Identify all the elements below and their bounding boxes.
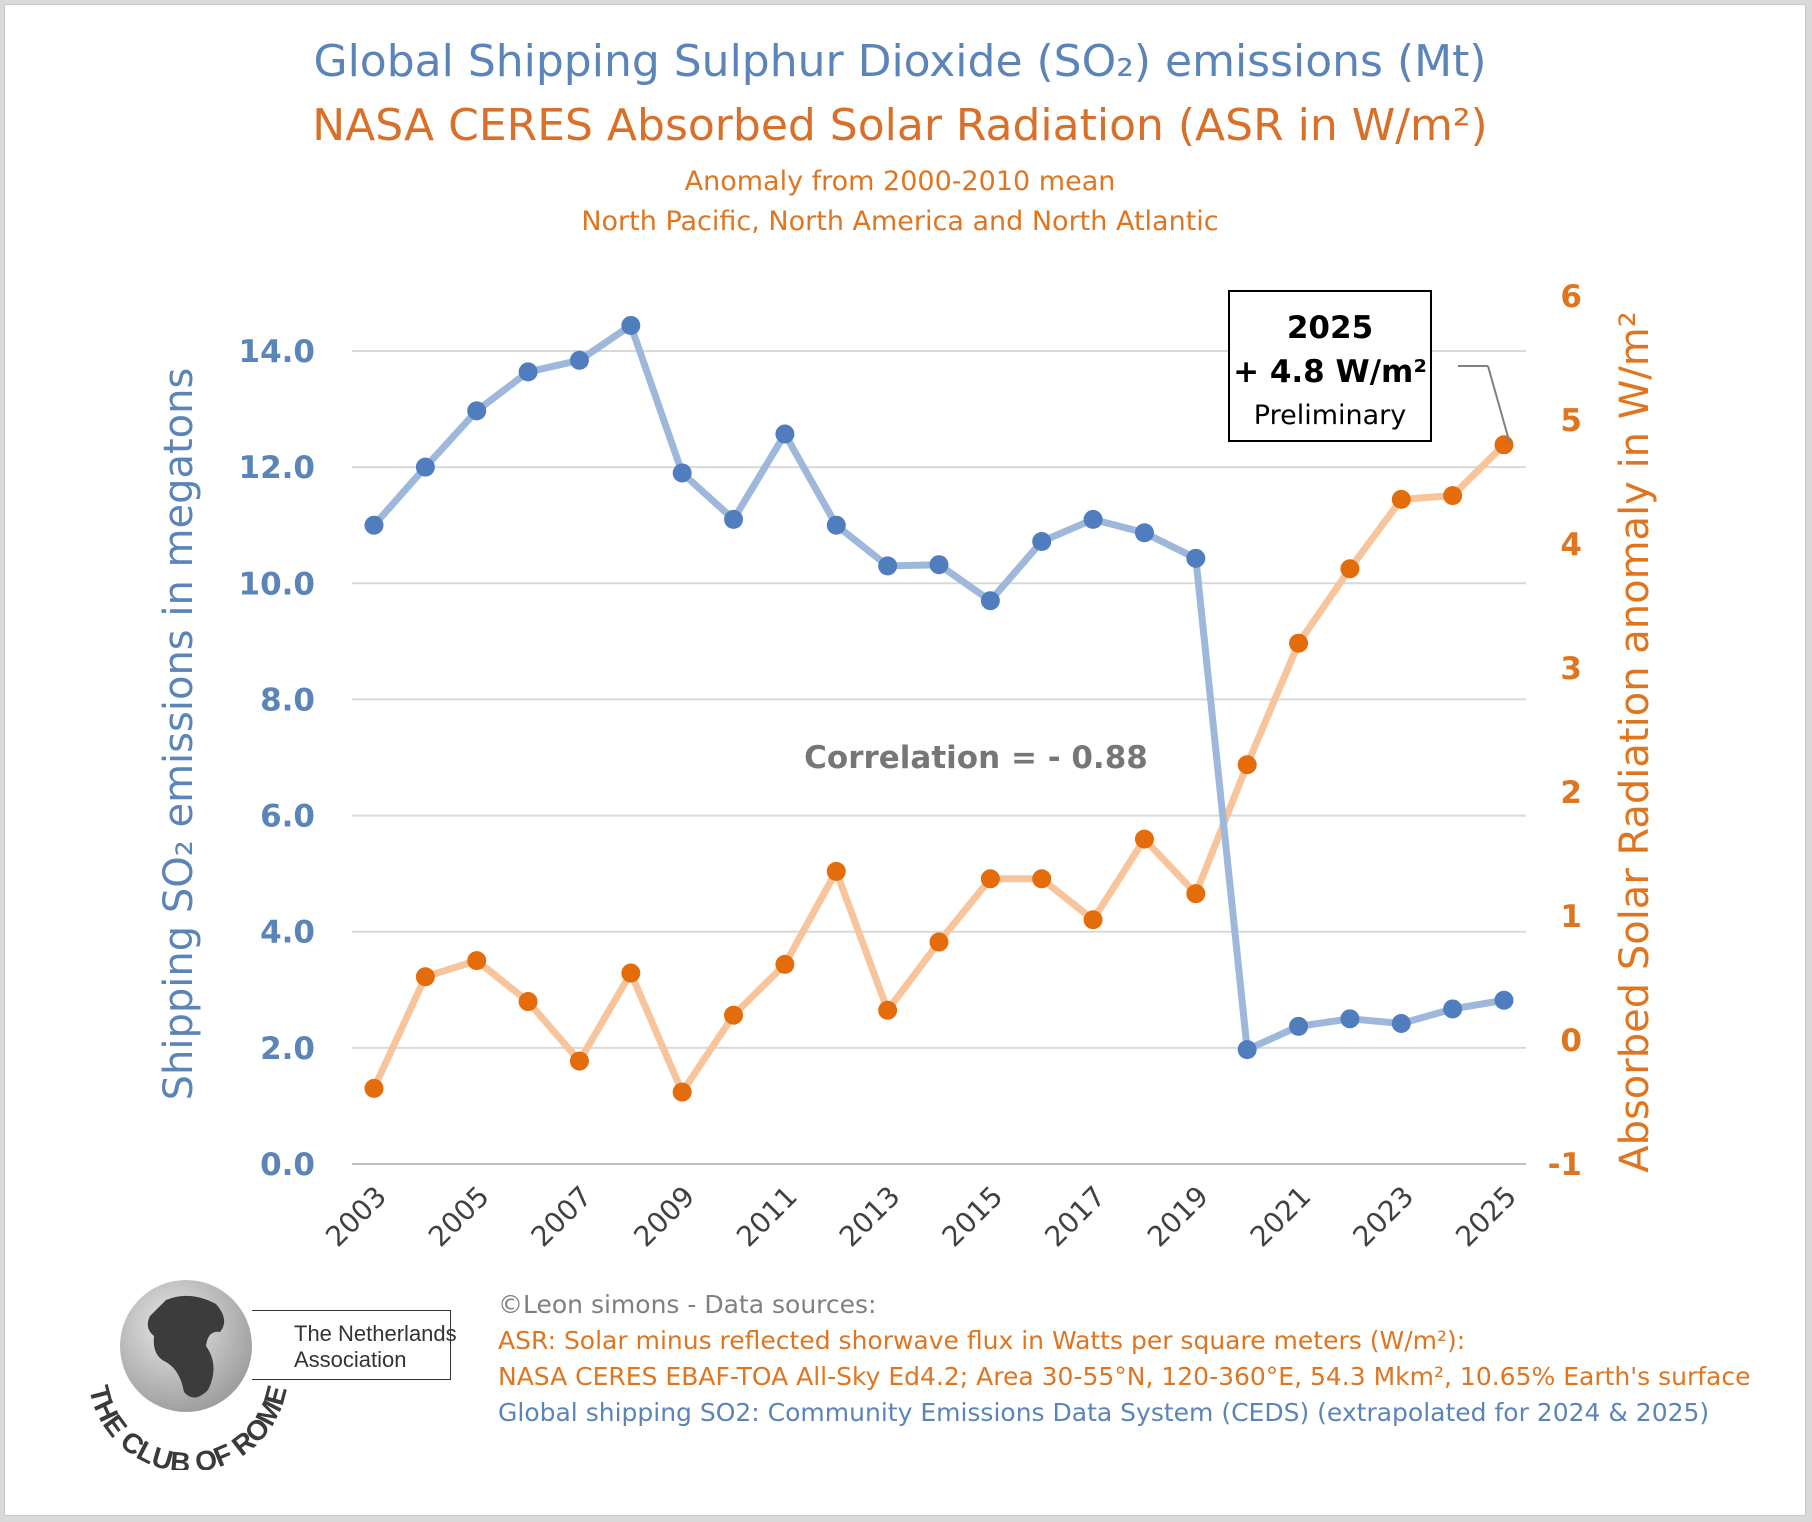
y-right-axis-label: Absorbed Solar Radiation anomaly in W/m² — [1612, 311, 1658, 1173]
asr-data-point — [878, 1000, 898, 1020]
asr-data-point — [621, 963, 641, 983]
x-tick-label: 2021 — [1244, 1180, 1318, 1254]
x-tick-label: 2015 — [936, 1180, 1010, 1254]
y-left-axis-label: Shipping SO₂ emissions in megatons — [156, 368, 202, 1101]
chart-frame — [4, 4, 1806, 1516]
y-left-tick-label: 6.0 — [260, 799, 315, 835]
asr-data-point — [1083, 910, 1103, 930]
x-tick-label: 2017 — [1038, 1180, 1112, 1254]
so2-data-point — [1494, 990, 1514, 1010]
annotation-leader-line-diagonal — [1487, 365, 1511, 445]
asr-data-point — [364, 1078, 384, 1098]
annotation-box: 2025 + 4.8 W/m² Preliminary — [1228, 290, 1432, 442]
globe-continents-icon — [147, 1295, 225, 1398]
credit-line-2: ASR: Solar minus reflected shorwave flux… — [498, 1326, 1466, 1355]
y-right-tick-label: 2 — [1560, 775, 1582, 811]
annotation-year: 2025 — [1286, 310, 1374, 346]
so2-data-point — [1134, 523, 1154, 543]
y-left-tick-label: 4.0 — [260, 915, 315, 951]
x-tick-label: 2019 — [1141, 1180, 1215, 1254]
y-left-tick-label: 2.0 — [260, 1031, 315, 1067]
so2-data-point — [518, 362, 538, 382]
y-left-tick-label: 10.0 — [239, 566, 316, 602]
logo-association-label: The Netherlands Association — [252, 1310, 457, 1380]
asr-data-point — [1186, 884, 1206, 904]
credit-line-3: NASA CERES EBAF-TOA All-Sky Ed4.2; Area … — [498, 1362, 1751, 1391]
correlation-annotation: Correlation = - 0.88 — [804, 740, 1148, 776]
asr-data-point — [569, 1051, 589, 1071]
so2-data-point — [929, 555, 949, 575]
so2-data-point — [1083, 509, 1103, 529]
so2-data-point — [415, 457, 435, 477]
asr-data-point — [1237, 755, 1257, 775]
x-tick-label: 2025 — [1449, 1180, 1523, 1254]
asr-data-point — [1391, 489, 1411, 509]
y-right-tick-label: 0 — [1560, 1023, 1582, 1059]
asr-data-point — [1443, 486, 1463, 506]
so2-data-point — [1340, 1009, 1360, 1029]
asr-data-point — [724, 1005, 744, 1025]
club-of-rome-logo: THE CLUB OF ROME — [83, 1280, 293, 1470]
asr-data-point — [415, 967, 435, 987]
y-right-tick-label: 3 — [1560, 651, 1582, 687]
annotation-value: + 4.8 W/m² — [1233, 354, 1427, 390]
x-tick-label: 2005 — [422, 1180, 496, 1254]
credit-line-4: Global shipping SO2: Community Emissions… — [498, 1398, 1710, 1427]
so2-data-point — [878, 556, 898, 576]
asr-data-point — [1340, 559, 1360, 579]
chart-title-line-1: Global Shipping Sulphur Dioxide (SO₂) em… — [313, 36, 1487, 87]
so2-data-point — [1186, 548, 1206, 568]
so2-data-point — [1443, 999, 1463, 1019]
logo-subtitle-line-2: Association — [294, 1347, 407, 1372]
x-tick-label: 2007 — [525, 1180, 599, 1254]
y-right-tick-label: 5 — [1560, 403, 1582, 439]
so2-data-point — [1237, 1040, 1257, 1060]
y-right-tick-label: -1 — [1548, 1147, 1582, 1183]
so2-data-point — [724, 509, 744, 529]
so2-data-point — [467, 401, 487, 421]
y-right-tick-label: 4 — [1560, 527, 1582, 563]
so2-data-point — [1032, 531, 1052, 551]
y-left-tick-label: 8.0 — [260, 682, 315, 718]
series — [364, 315, 1514, 1102]
asr-data-point — [1134, 829, 1154, 849]
so2-data-point — [1391, 1013, 1411, 1033]
logo-subtitle-line-1: The Netherlands — [294, 1321, 457, 1346]
asr-data-point — [467, 951, 487, 971]
credit-line-1: ©Leon simons - Data sources: — [498, 1290, 877, 1319]
so2-data-point — [775, 424, 795, 444]
asr-data-point — [775, 954, 795, 974]
so2-data-point — [364, 515, 384, 535]
y-right-tick-label: 1 — [1560, 899, 1582, 935]
x-tick-label: 2003 — [319, 1180, 393, 1254]
chart-title-line-2: NASA CERES Absorbed Solar Radiation (ASR… — [312, 100, 1488, 151]
asr-data-point — [980, 869, 1000, 889]
x-tick-label: 2011 — [730, 1180, 804, 1254]
so2-data-point — [980, 591, 1000, 611]
so2-data-point — [1289, 1016, 1309, 1036]
asr-data-point — [518, 992, 538, 1012]
so2-data-point — [826, 515, 846, 535]
asr-data-point — [929, 932, 949, 952]
annotation-note: Preliminary — [1253, 400, 1407, 431]
chart-subtitle-line-1: Anomaly from 2000-2010 mean — [684, 166, 1116, 197]
y-left-tick-label: 0.0 — [260, 1147, 315, 1183]
asr-data-point — [672, 1082, 692, 1102]
y-left-tick-label: 12.0 — [239, 450, 316, 486]
chart-subtitle-line-2: North Pacific, North America and North A… — [581, 206, 1219, 237]
so2-data-point — [569, 350, 589, 370]
so2-data-point — [621, 315, 641, 335]
y-right-tick-label: 6 — [1560, 279, 1582, 315]
x-tick-label: 2009 — [627, 1180, 701, 1254]
x-tick-label: 2013 — [833, 1180, 907, 1254]
asr-data-point — [1494, 435, 1514, 455]
x-tick-label: 2023 — [1346, 1180, 1420, 1254]
asr-data-point — [1032, 869, 1052, 889]
asr-data-point — [826, 861, 846, 881]
y-left-tick-label: 14.0 — [239, 334, 316, 370]
asr-data-point — [1289, 633, 1309, 653]
so2-data-point — [672, 463, 692, 483]
